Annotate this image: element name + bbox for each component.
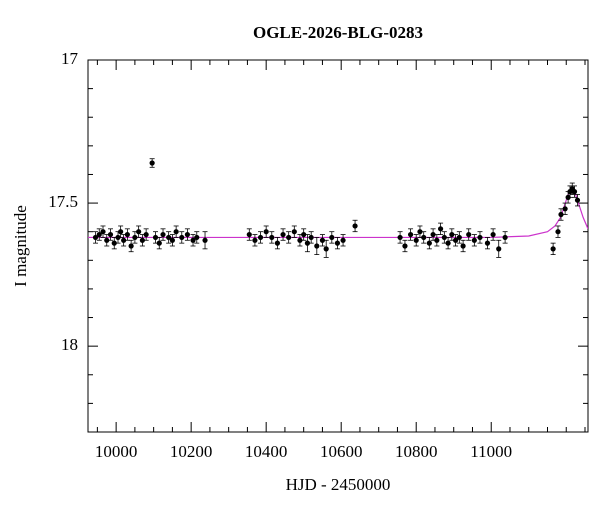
data-point xyxy=(263,229,269,235)
data-point xyxy=(445,240,451,246)
data-point xyxy=(426,240,432,246)
data-point xyxy=(490,231,496,238)
x-tick-label: 10600 xyxy=(320,442,363,461)
data-point xyxy=(100,229,106,235)
data-point xyxy=(314,243,320,249)
data-point xyxy=(308,234,314,241)
data-point xyxy=(139,237,145,243)
data-point xyxy=(329,234,335,241)
y-axis-label: I magnitude xyxy=(11,205,30,287)
data-point xyxy=(434,237,440,243)
data-point xyxy=(407,231,414,238)
data-point xyxy=(571,189,578,195)
data-point xyxy=(202,237,208,243)
data-point xyxy=(194,234,200,241)
data-point xyxy=(477,234,483,241)
data-point xyxy=(132,234,138,241)
data-point xyxy=(496,246,502,252)
data-point xyxy=(184,231,190,238)
data-point xyxy=(156,240,162,246)
data-point xyxy=(340,237,346,243)
data-point xyxy=(417,229,423,235)
data-point xyxy=(452,237,459,243)
data-point xyxy=(550,246,556,252)
data-point xyxy=(179,234,185,241)
data-point xyxy=(104,237,110,243)
data-point xyxy=(280,231,286,238)
data-point xyxy=(456,234,462,241)
data-point xyxy=(460,243,466,249)
data-point xyxy=(574,197,581,203)
data-point xyxy=(92,234,99,241)
data-point xyxy=(274,240,281,246)
data-point xyxy=(397,234,403,241)
data-point xyxy=(402,243,408,249)
data-point xyxy=(421,234,427,241)
data-point xyxy=(257,234,264,241)
data-point xyxy=(128,243,134,249)
data-point xyxy=(111,240,117,246)
data-point xyxy=(143,231,149,238)
data-point xyxy=(124,231,130,238)
data-point xyxy=(160,231,166,238)
data-point xyxy=(252,237,258,243)
data-point xyxy=(484,240,491,246)
data-point xyxy=(297,237,303,243)
x-tick-label: 10400 xyxy=(245,442,288,461)
y-tick-label: 17.5 xyxy=(48,192,78,211)
data-point xyxy=(190,237,196,243)
data-point xyxy=(352,223,358,229)
data-point xyxy=(121,237,127,243)
x-tick-label: 10200 xyxy=(170,442,213,461)
data-point xyxy=(152,234,159,241)
data-point xyxy=(413,237,419,243)
data-point xyxy=(562,206,568,212)
data-point xyxy=(334,240,341,246)
data-point xyxy=(96,231,102,238)
data-point xyxy=(107,231,114,238)
data-point xyxy=(304,240,311,246)
y-tick-label: 18 xyxy=(61,335,78,354)
data-point xyxy=(449,231,455,238)
plot-frame xyxy=(87,59,589,433)
data-point xyxy=(115,234,121,241)
data-point xyxy=(471,237,477,243)
x-axis-label: HJD - 2450000 xyxy=(286,475,391,494)
data-point xyxy=(437,226,444,232)
y-tick-label: 17 xyxy=(61,49,79,68)
data-point xyxy=(269,234,275,241)
data-point xyxy=(301,231,307,238)
data-point xyxy=(149,160,155,166)
data-point xyxy=(291,229,297,235)
data-point xyxy=(166,234,172,241)
data-point xyxy=(118,229,124,235)
data-point xyxy=(246,231,252,238)
data-point xyxy=(323,246,329,252)
x-tick-label: 11000 xyxy=(470,442,512,461)
data-point xyxy=(136,229,142,235)
data-point xyxy=(558,211,564,218)
x-tick-label: 10800 xyxy=(395,442,438,461)
data-point xyxy=(319,237,326,243)
data-point xyxy=(169,237,175,243)
data-point xyxy=(441,234,447,241)
data-point xyxy=(502,234,508,241)
data-point xyxy=(466,231,472,238)
data-point xyxy=(555,229,561,235)
data-point xyxy=(173,229,179,235)
chart-title: OGLE-2026-BLG-0283 xyxy=(253,23,423,42)
data-point xyxy=(430,231,436,238)
x-tick-label: 10000 xyxy=(95,442,138,461)
data-point xyxy=(286,234,292,241)
